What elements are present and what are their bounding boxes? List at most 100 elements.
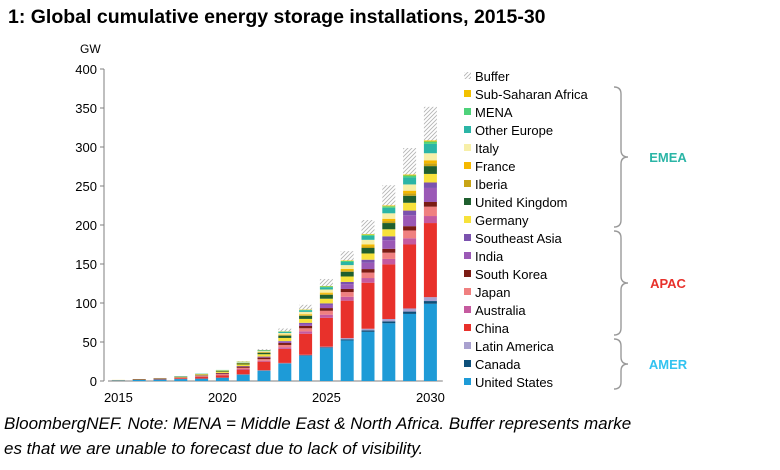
bar-southeast-asia (361, 259, 375, 263)
bar-other-europe (403, 177, 417, 185)
group-label: AMER (649, 357, 688, 372)
bar-australia (361, 278, 375, 283)
bar-latin-america (299, 354, 313, 356)
bar-germany (299, 318, 313, 323)
bar-japan (382, 252, 396, 259)
bar-india (340, 284, 354, 289)
bar-china (319, 317, 333, 347)
legend-label: South Korea (475, 267, 548, 282)
bar-india (299, 323, 313, 326)
bar-south-korea (299, 325, 313, 329)
legend-swatch (464, 198, 471, 205)
legend-swatch (464, 72, 471, 79)
bar-china (361, 282, 375, 329)
bar-southeast-asia (278, 341, 292, 342)
y-tick-label: 100 (75, 296, 97, 311)
bar-south-korea (423, 201, 437, 207)
bar-germany (361, 253, 375, 260)
bar-united-kingdom (257, 352, 271, 355)
bar-united-kingdom (319, 294, 333, 299)
bar-other-europe (361, 235, 375, 240)
bar-china (299, 333, 313, 355)
bar-china (257, 361, 271, 371)
bar-india (319, 304, 333, 309)
legend-swatch (464, 378, 471, 385)
x-tick-label: 2020 (208, 390, 237, 405)
legend-label: Buffer (475, 69, 510, 84)
bar-mena (403, 175, 417, 178)
legend-swatch (464, 324, 471, 331)
legend-label: Latin America (475, 339, 555, 354)
bar-iberia (340, 270, 354, 272)
bar-australia (382, 258, 396, 265)
bar-iberia (299, 315, 313, 316)
bar-south-korea (278, 343, 292, 345)
bar-united-states (215, 377, 229, 381)
bar-buffer (382, 185, 396, 206)
bar-germany (215, 371, 229, 373)
bar-south-korea (361, 269, 375, 273)
group-label: APAC (650, 276, 686, 291)
bar-southeast-asia (423, 182, 437, 188)
bar-italy (299, 311, 313, 315)
bar-united-states (278, 363, 292, 381)
bar-japan (299, 328, 313, 332)
bar-south-korea (382, 248, 396, 253)
bar-japan (236, 367, 250, 369)
legend-label: Other Europe (475, 123, 553, 138)
group-label: EMEA (649, 150, 687, 165)
bar-china (174, 378, 188, 380)
legend-label: MENA (475, 105, 513, 120)
bar-australia (403, 238, 417, 245)
bar-australia (423, 216, 437, 224)
bar-china (340, 300, 354, 339)
bar-india (423, 187, 437, 202)
bar-canada (403, 311, 417, 314)
bar-other-europe (340, 261, 354, 266)
bar-france (278, 334, 292, 336)
legend-label: United States (475, 375, 554, 390)
bar-australia (236, 368, 250, 370)
bar-mena (361, 234, 375, 236)
bar-united-states (257, 370, 271, 381)
bar-south-korea (340, 288, 354, 293)
bar-mena (423, 141, 437, 144)
bar-japan (423, 206, 437, 217)
bar-other-europe (278, 331, 292, 334)
x-tick-label: 2015 (104, 390, 133, 405)
chart-title: 1: Global cumulative energy storage inst… (8, 6, 546, 28)
bar-mena (340, 260, 354, 262)
x-tick-label: 2025 (312, 390, 341, 405)
bar-buffer (278, 328, 292, 332)
legend-label: Italy (475, 141, 499, 156)
y-tick-label: 300 (75, 140, 97, 155)
legend-label: India (475, 249, 504, 264)
bar-southeast-asia (382, 236, 396, 241)
bar-south-korea (319, 308, 333, 311)
bar-germany (382, 229, 396, 237)
bar-mena (299, 309, 313, 311)
bar-other-europe (236, 361, 250, 363)
bar-united-states (195, 378, 209, 381)
source-note-line: BloombergNEF. Note: MENA = Middle East &… (4, 414, 632, 433)
bar-germany (236, 364, 250, 367)
legend-swatch (464, 126, 471, 133)
legend-label: Iberia (475, 177, 508, 192)
bar-sub-saharan-africa (382, 205, 396, 207)
legend-label: France (475, 159, 515, 174)
bar-united-kingdom (403, 195, 417, 203)
bar-latin-america (361, 328, 375, 331)
bar-germany (319, 298, 333, 304)
y-tick-label: 250 (75, 179, 97, 194)
bar-other-europe (319, 287, 333, 290)
bar-united-kingdom (423, 166, 437, 174)
bar-united-states (153, 379, 167, 381)
bar-france (319, 292, 333, 294)
bar-germany (257, 354, 271, 357)
bar-iberia (319, 293, 333, 295)
bar-south-korea (195, 375, 209, 377)
bar-united-kingdom (340, 271, 354, 277)
y-tick-label: 350 (75, 101, 97, 116)
legend-label: Australia (475, 303, 526, 318)
legend-swatch (464, 90, 471, 97)
